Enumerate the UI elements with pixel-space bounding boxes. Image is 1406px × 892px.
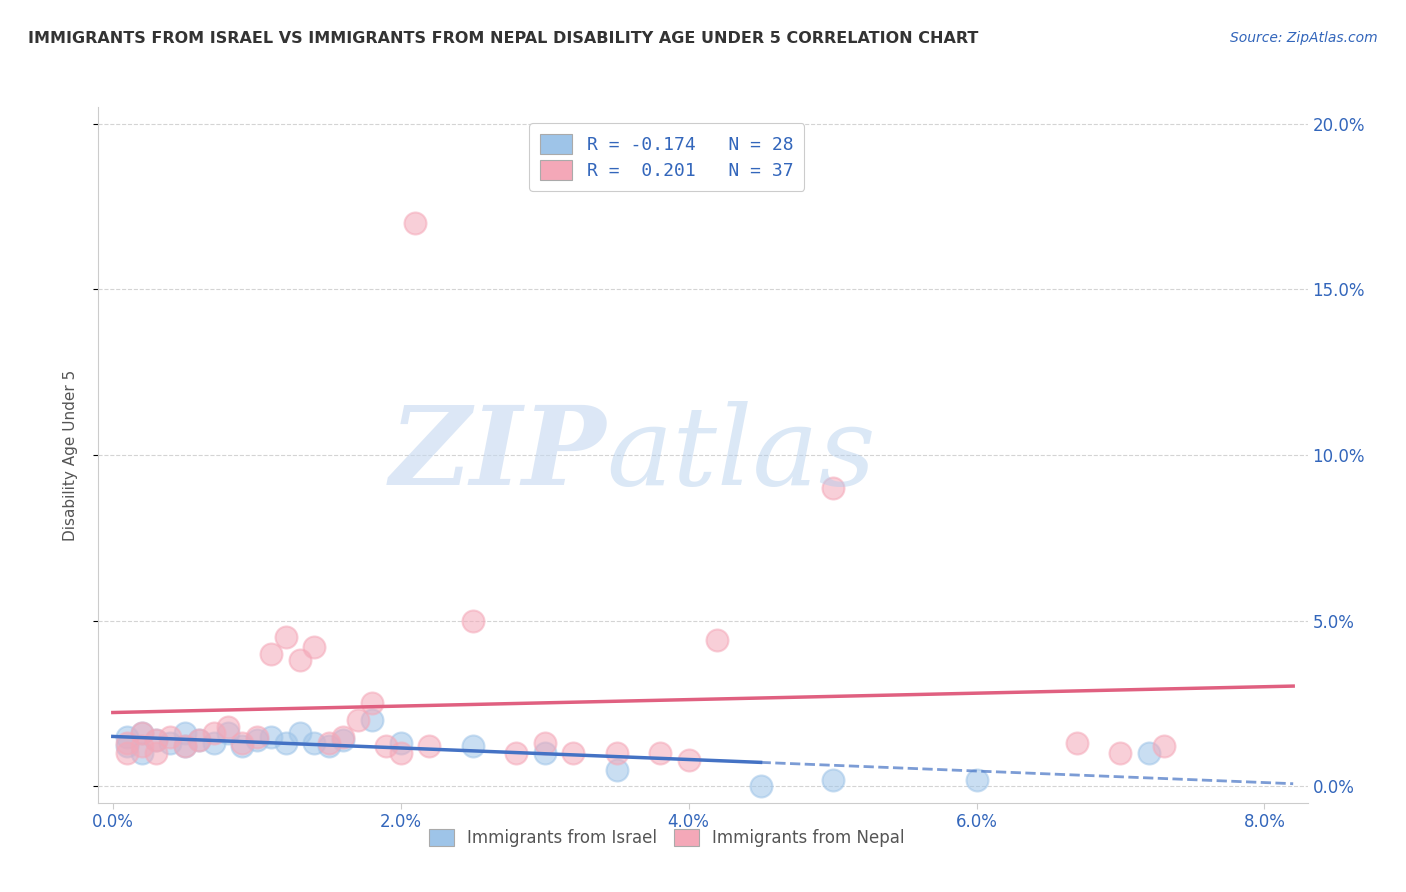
Point: [966, 772, 988, 787]
Point: [533, 736, 555, 750]
Text: Source: ZipAtlas.com: Source: ZipAtlas.com: [1230, 31, 1378, 45]
Point: [706, 633, 728, 648]
Point: [115, 736, 138, 750]
Text: IMMIGRANTS FROM ISRAEL VS IMMIGRANTS FROM NEPAL DISABILITY AGE UNDER 5 CORRELATI: IMMIGRANTS FROM ISRAEL VS IMMIGRANTS FRO…: [28, 31, 979, 46]
Point: [821, 481, 844, 495]
Point: [318, 739, 340, 754]
Point: [361, 713, 384, 727]
Point: [188, 732, 211, 747]
Point: [461, 739, 484, 754]
Point: [246, 730, 269, 744]
Point: [115, 746, 138, 760]
Point: [173, 726, 195, 740]
Point: [346, 713, 368, 727]
Point: [288, 653, 311, 667]
Point: [131, 746, 153, 760]
Point: [173, 739, 195, 754]
Point: [375, 739, 398, 754]
Point: [115, 739, 138, 754]
Point: [217, 720, 239, 734]
Point: [131, 739, 153, 754]
Point: [678, 753, 700, 767]
Y-axis label: Disability Age Under 5: Disability Age Under 5: [63, 369, 77, 541]
Point: [115, 730, 138, 744]
Point: [418, 739, 440, 754]
Point: [159, 736, 181, 750]
Point: [217, 726, 239, 740]
Point: [606, 763, 628, 777]
Point: [749, 779, 772, 793]
Point: [304, 736, 326, 750]
Point: [1109, 746, 1132, 760]
Point: [318, 736, 340, 750]
Point: [260, 647, 283, 661]
Point: [1137, 746, 1160, 760]
Text: atlas: atlas: [606, 401, 876, 508]
Point: [246, 732, 269, 747]
Point: [188, 732, 211, 747]
Point: [1153, 739, 1175, 754]
Point: [159, 730, 181, 744]
Point: [145, 732, 167, 747]
Point: [389, 746, 412, 760]
Point: [648, 746, 671, 760]
Point: [260, 730, 283, 744]
Point: [304, 640, 326, 654]
Point: [202, 736, 225, 750]
Point: [332, 730, 354, 744]
Point: [821, 772, 844, 787]
Point: [202, 726, 225, 740]
Point: [288, 726, 311, 740]
Point: [389, 736, 412, 750]
Point: [1066, 736, 1088, 750]
Point: [145, 746, 167, 760]
Legend: Immigrants from Israel, Immigrants from Nepal: Immigrants from Israel, Immigrants from …: [422, 822, 911, 854]
Point: [606, 746, 628, 760]
Point: [231, 739, 253, 754]
Point: [332, 732, 354, 747]
Point: [145, 732, 167, 747]
Point: [562, 746, 585, 760]
Point: [404, 216, 426, 230]
Point: [361, 697, 384, 711]
Point: [274, 736, 297, 750]
Point: [274, 630, 297, 644]
Point: [533, 746, 555, 760]
Point: [131, 726, 153, 740]
Point: [505, 746, 527, 760]
Point: [461, 614, 484, 628]
Point: [173, 739, 195, 754]
Point: [231, 736, 253, 750]
Point: [131, 726, 153, 740]
Text: ZIP: ZIP: [389, 401, 606, 508]
